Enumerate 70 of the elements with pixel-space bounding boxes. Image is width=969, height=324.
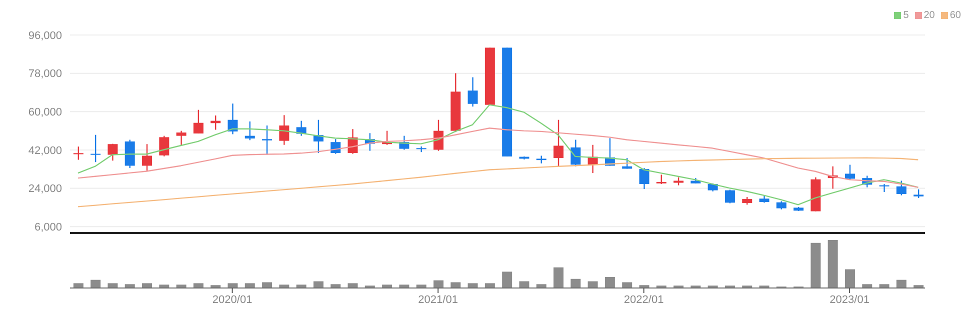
bar [484, 283, 495, 288]
bar [862, 284, 872, 288]
bar [296, 284, 306, 288]
bar [244, 283, 255, 288]
candlestick [159, 135, 170, 157]
candlestick [73, 146, 84, 160]
candlestick [262, 124, 272, 156]
bar [124, 284, 135, 288]
bar [536, 284, 546, 288]
bar [262, 282, 272, 288]
bar [844, 269, 855, 288]
bar [570, 278, 581, 288]
candlestick [416, 146, 426, 153]
bar [468, 283, 478, 288]
y-tick-label: 60,000 [28, 106, 62, 119]
candlestick [142, 144, 152, 172]
bar [604, 276, 615, 288]
bar [330, 284, 341, 288]
bar [73, 283, 84, 288]
candlestick [279, 114, 290, 146]
candlestick [468, 76, 478, 108]
bar [554, 267, 564, 288]
legend-label: 60 [950, 10, 961, 21]
bar [810, 242, 821, 288]
x-tick-label: 2022/01 [624, 294, 664, 306]
candlestick [228, 102, 238, 135]
bar [193, 283, 204, 288]
y-tick-label: 78,000 [28, 68, 62, 80]
bar [896, 280, 906, 288]
bar [879, 284, 890, 288]
y-tick-label: 24,000 [28, 183, 62, 196]
bar [450, 282, 461, 288]
bar [622, 282, 632, 288]
x-tick-label: 2020/01 [212, 294, 252, 306]
bar [90, 280, 101, 288]
bar [279, 284, 290, 288]
bar [348, 283, 358, 288]
bar [828, 240, 838, 288]
y-tick-label: 96,000 [28, 30, 62, 42]
bar [502, 272, 512, 288]
x-tick-label: 2023/01 [830, 294, 870, 306]
bar [416, 284, 426, 288]
x-tick-label: 2021/01 [418, 294, 458, 306]
bar [433, 280, 444, 288]
candlestick [656, 174, 666, 185]
candlestick [724, 189, 735, 204]
bar [142, 283, 152, 288]
line-series [77, 104, 919, 206]
candlestick [193, 109, 204, 134]
candlestick [570, 139, 581, 167]
candlestick [108, 143, 118, 162]
bar [108, 283, 118, 288]
y-tick-label: 6,000 [34, 222, 62, 234]
candlestick [844, 164, 855, 180]
candlestick [639, 167, 650, 190]
candlestick [554, 119, 564, 168]
bar [228, 283, 238, 288]
candlestick [244, 120, 255, 141]
legend-label: 5 [903, 10, 909, 21]
line-series [77, 128, 919, 188]
candlestick [176, 130, 186, 146]
candlestick [90, 134, 101, 163]
bar [399, 284, 410, 288]
candlestick [879, 183, 890, 193]
candlestick [896, 180, 906, 196]
bar [159, 284, 170, 288]
legend-label: 20 [924, 10, 935, 21]
y-tick-label: 42,000 [28, 144, 62, 157]
bar [176, 284, 186, 288]
bar [382, 284, 392, 288]
